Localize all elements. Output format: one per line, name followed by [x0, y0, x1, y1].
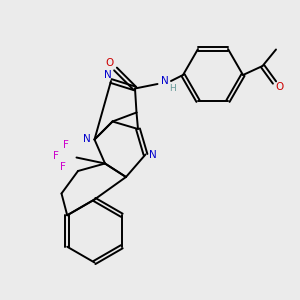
Text: F: F [52, 151, 59, 161]
Text: O: O [275, 82, 283, 92]
Text: H: H [169, 84, 176, 93]
Text: N: N [149, 149, 157, 160]
Text: N: N [104, 70, 112, 80]
Text: O: O [105, 58, 114, 68]
Text: F: F [60, 161, 66, 172]
Text: F: F [63, 140, 69, 151]
Text: N: N [83, 134, 91, 145]
Text: N: N [161, 76, 169, 86]
